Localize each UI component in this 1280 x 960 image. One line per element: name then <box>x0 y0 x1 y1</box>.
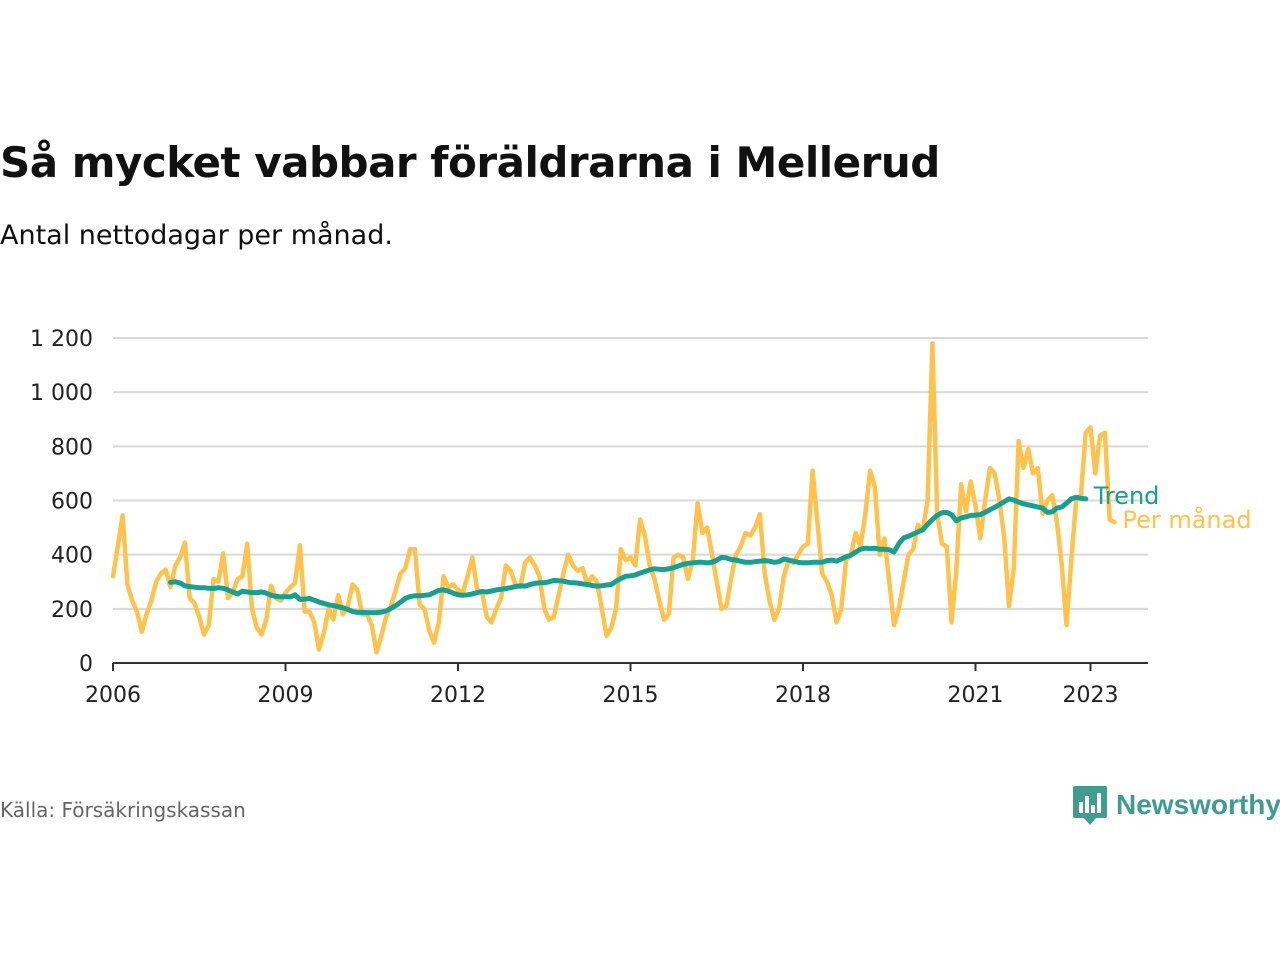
series-line-trend <box>168 494 1089 616</box>
y-tick-label: 200 <box>51 598 93 623</box>
x-tick-label: 2015 <box>603 683 659 708</box>
line-chart: 0 200 400 600 800 1 000 1 200 2006 2009 2012 2015… <box>30 327 1252 708</box>
y-tick-label: 800 <box>51 435 93 460</box>
series-line-per-manad <box>110 341 1117 655</box>
x-tick-label: 2018 <box>775 683 831 708</box>
source-note: Källa: Försäkringskassan <box>0 798 246 822</box>
bar-chart-logo-icon <box>1073 786 1107 825</box>
chart-subtitle: Antal nettodagar per månad. <box>0 220 393 251</box>
x-axis-tick-labels: 2006 2009 2012 2015 2018 2021 2023 <box>85 663 1119 708</box>
y-tick-label: 600 <box>51 490 93 515</box>
y-tick-label: 400 <box>51 544 93 569</box>
brand-logo[interactable]: Newsworthy <box>1072 784 1280 826</box>
grid-lines <box>113 337 1148 610</box>
x-tick-label: 2009 <box>258 683 314 708</box>
x-tick-label: 2006 <box>85 683 141 708</box>
series-label-per-manad: Per månad <box>1122 505 1251 534</box>
brand-name: Newsworthy <box>1116 789 1280 820</box>
x-tick-label: 2021 <box>948 683 1004 708</box>
x-tick-label: 2023 <box>1063 683 1119 708</box>
y-tick-label: 1 200 <box>30 327 93 352</box>
series-lines <box>110 341 1117 655</box>
y-axis-tick-labels: 0 200 400 600 800 1 000 1 200 <box>30 327 93 677</box>
y-tick-label: 1 000 <box>30 381 93 406</box>
series-label-trend: Trend <box>1093 482 1160 510</box>
chart-title: Så mycket vabbar föräldrarna i Mellerud <box>0 138 940 187</box>
x-tick-label: 2012 <box>430 683 486 708</box>
y-tick-label: 0 <box>79 652 93 677</box>
